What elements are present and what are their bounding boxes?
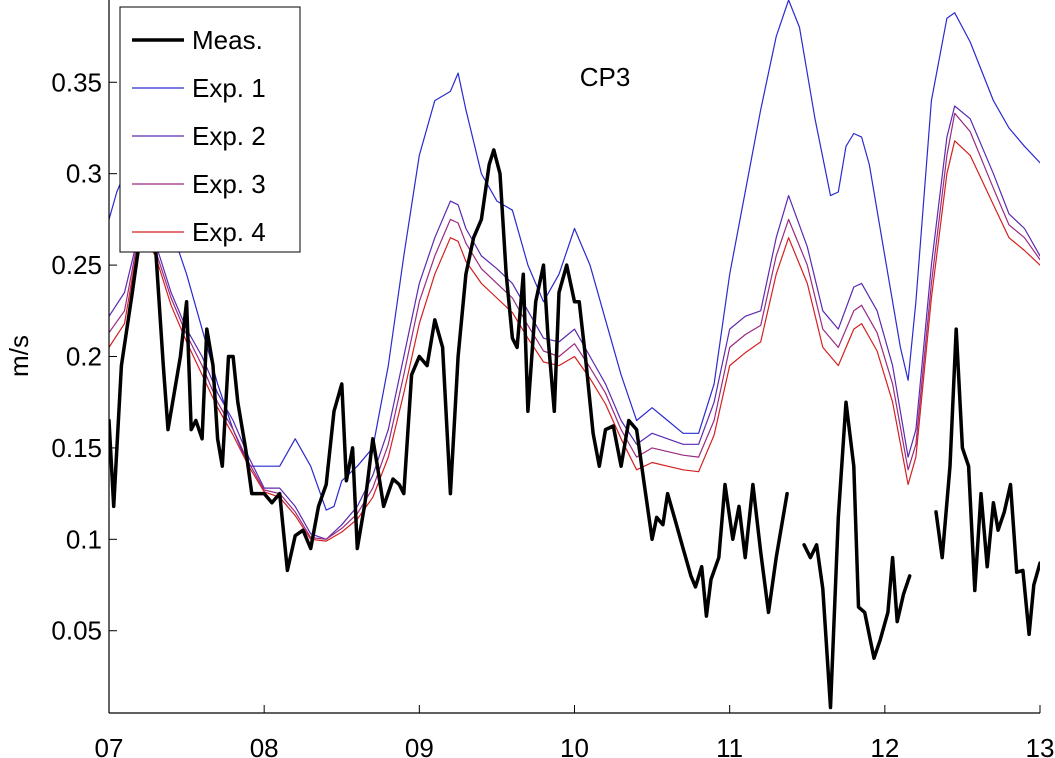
chart-title: CP3 [580,62,631,92]
legend-label-2: Exp. 2 [192,121,266,151]
y-tick-label: 0.2 [66,342,102,372]
y-tick-label: 0.35 [51,67,102,97]
legend-label-3: Exp. 3 [192,169,266,199]
x-tick-label: 07 [95,733,124,758]
x-tick-label: 13 [1026,733,1055,758]
x-tick-label: 11 [716,733,743,758]
legend: Meas. Exp. 1 Exp. 2 Exp. 3 Exp. 4 [119,6,301,253]
y-tick-label: 0.3 [66,159,102,189]
legend-box [119,6,301,253]
y-tick-label: 0.1 [66,524,102,554]
legend-label-4: Exp. 4 [192,217,266,247]
axes-layer: 07 08 09 10 11 12 13 0.05 0.1 0.15 0.2 0.25 0.3 0.35 [51,0,1054,758]
x-tick-label: 12 [870,733,899,758]
x-tick-label: 10 [560,733,589,758]
series-line-3 [109,112,1040,540]
x-tick-label: 09 [405,733,434,758]
series-line-4 [109,140,1040,542]
y-tick-label: 0.25 [51,250,102,280]
series-layer [109,0,1040,710]
legend-label-0: Meas. [192,25,263,55]
y-tick-label: 0.05 [51,616,102,646]
legend-label-1: Exp. 1 [192,73,266,103]
y-tick-label: 0.15 [51,433,102,463]
x-tick-label: 08 [250,733,279,758]
series-line-0 [109,148,1040,710]
series-line-2 [109,105,1040,540]
y-axis-label: m/s [4,335,34,377]
series-line-1 [109,0,1040,511]
